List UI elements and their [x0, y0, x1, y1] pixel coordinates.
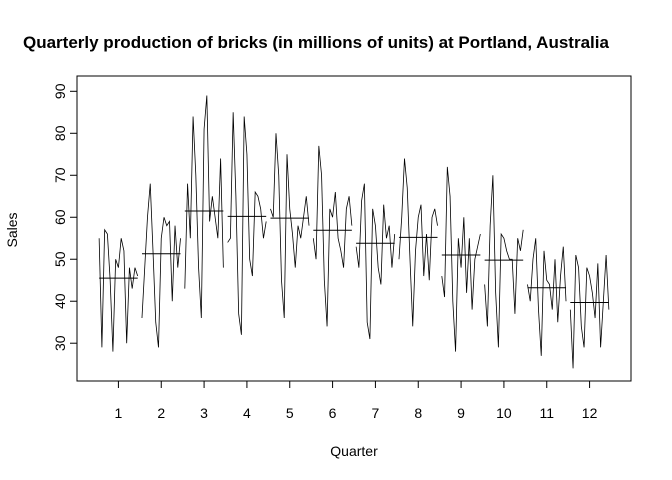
x-axis-label: Quarter [330, 443, 378, 459]
y-tick-label: 80 [52, 125, 68, 141]
plot-frame [76, 75, 632, 382]
x-tick-label: 10 [496, 405, 512, 421]
series-line-q2 [141, 183, 181, 348]
x-tick-label: 11 [539, 405, 554, 421]
y-tick-label: 40 [52, 293, 68, 309]
series-line-q3 [184, 95, 224, 319]
x-tick-label: 6 [329, 405, 337, 421]
x-tick-label: 2 [157, 405, 165, 421]
data-marks [98, 95, 610, 369]
series-line-q7 [355, 183, 396, 340]
series-line-q11 [527, 238, 567, 356]
x-tick-label: 5 [286, 405, 294, 421]
y-tick-label: 70 [52, 167, 68, 183]
y-tick-label: 60 [52, 209, 68, 225]
series-line-q9 [441, 166, 481, 352]
x-tick-label: 8 [414, 405, 422, 421]
series-line-q10 [484, 175, 524, 348]
y-tick-label: 50 [52, 251, 68, 267]
series-line-q8 [398, 158, 438, 327]
x-tick-label: 1 [115, 405, 123, 421]
series-line-q5 [270, 133, 310, 319]
y-tick-label: 90 [52, 83, 68, 99]
x-tick-label: 4 [243, 405, 251, 421]
x-tick-label: 3 [200, 405, 208, 421]
y-axis-label: Sales [4, 212, 20, 247]
x-tick-label: 7 [372, 405, 380, 421]
x-tick-label: 9 [457, 405, 465, 421]
series-line-q6 [312, 145, 353, 327]
x-tick-label: 12 [582, 405, 598, 421]
series-line-q12 [569, 254, 610, 369]
series-line-q4 [227, 112, 267, 335]
chart-title: Quarterly production of bricks (in milli… [23, 33, 609, 52]
series-line-q1 [98, 228, 139, 352]
y-tick-label: 30 [52, 335, 68, 351]
